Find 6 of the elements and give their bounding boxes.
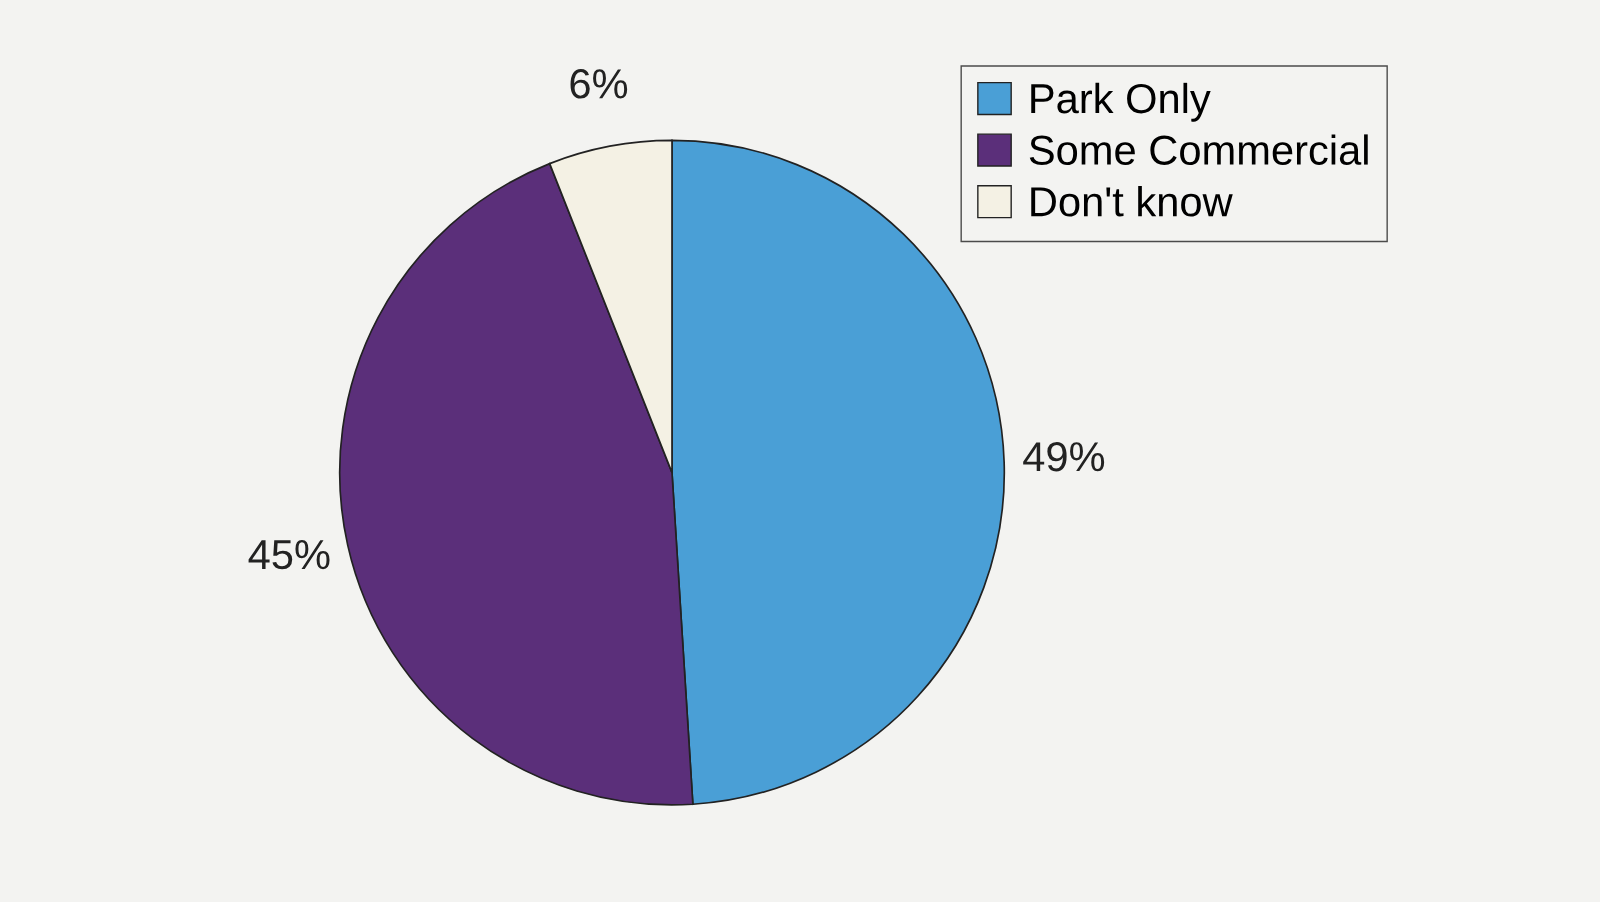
data-label: 49% xyxy=(1023,441,1105,472)
legend-label: Some Commercial xyxy=(1029,134,1368,165)
data-label: 45% xyxy=(248,540,330,570)
legend-label: Park Only xyxy=(1031,82,1211,122)
data-label: 6% xyxy=(570,69,628,99)
legend-label: Don't know xyxy=(1031,185,1233,217)
